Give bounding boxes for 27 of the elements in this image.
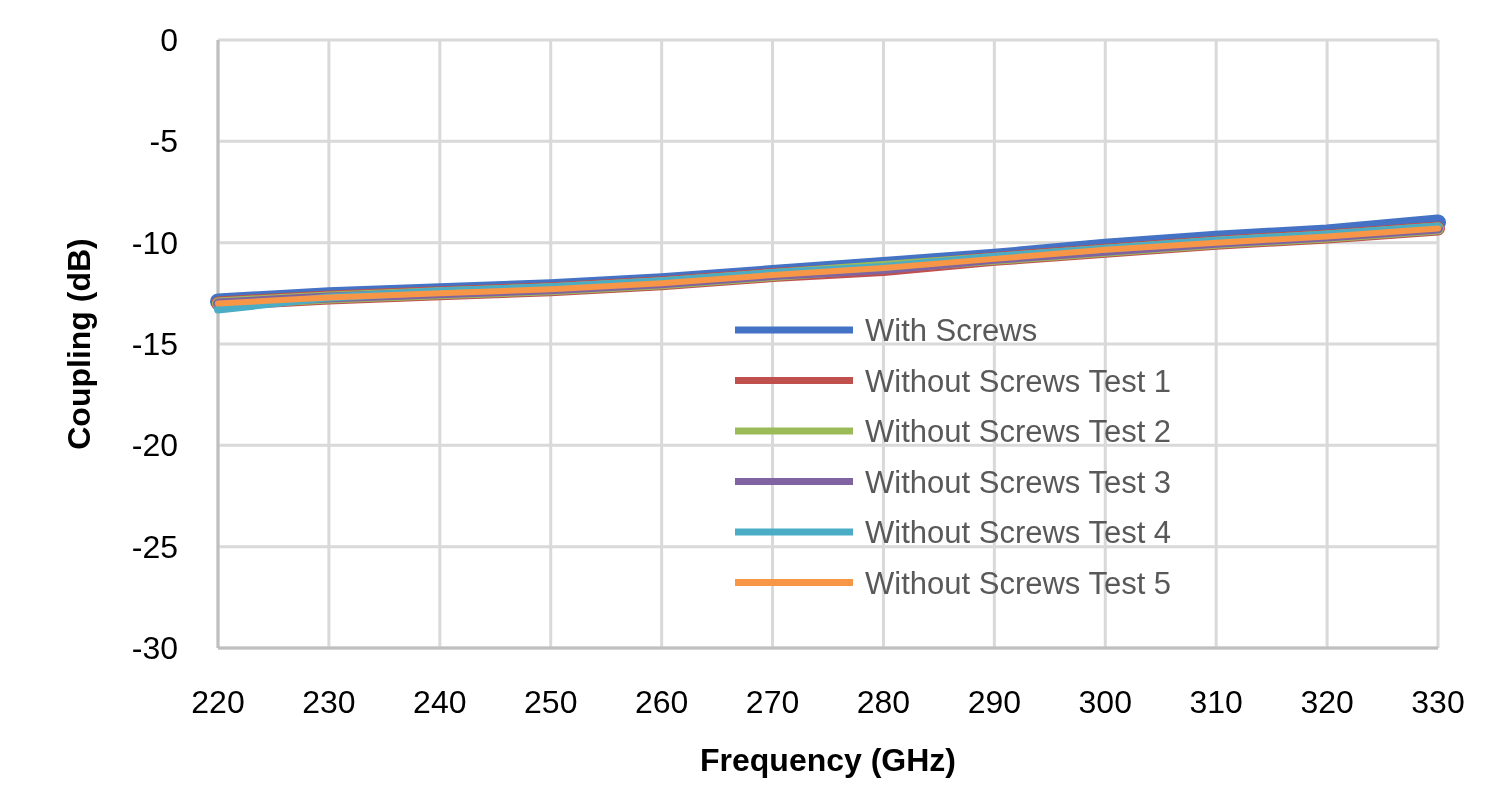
- x-tick-label: 330: [1411, 684, 1465, 720]
- x-tick-label: 300: [1078, 684, 1132, 720]
- x-tick-label: 310: [1189, 684, 1243, 720]
- x-tick-label: 240: [413, 684, 467, 720]
- y-tick-label: -30: [131, 630, 178, 666]
- legend-label: Without Screws Test 5: [865, 565, 1172, 601]
- x-tick-label: 320: [1300, 684, 1354, 720]
- legend-label: Without Screws Test 4: [865, 515, 1172, 550]
- y-tick-label: -15: [131, 326, 178, 362]
- y-tick-label: -10: [131, 224, 178, 261]
- y-axis-title: Coupling (dB): [61, 238, 97, 450]
- legend-label: With Screws: [865, 313, 1038, 348]
- x-tick-label: 290: [967, 684, 1022, 720]
- legend-label: Without Screws Test 3: [865, 464, 1172, 500]
- x-tick-label: 220: [191, 684, 245, 720]
- legend-label: Without Screws Test 2: [865, 414, 1172, 449]
- x-axis-title: Frequency (GHz): [699, 742, 957, 778]
- x-tick-label: 260: [634, 684, 689, 720]
- y-tick-label: 0: [160, 22, 178, 58]
- legend-label: Without Screws Test 1: [865, 363, 1172, 399]
- y-tick-label: -5: [149, 123, 178, 160]
- y-tick-label: -25: [131, 528, 178, 565]
- y-tick-label: -20: [131, 427, 178, 464]
- x-tick-label: 250: [524, 684, 578, 720]
- x-tick-label: 230: [302, 684, 356, 720]
- x-tick-label: 280: [856, 684, 911, 720]
- x-tick-label: 270: [745, 684, 800, 720]
